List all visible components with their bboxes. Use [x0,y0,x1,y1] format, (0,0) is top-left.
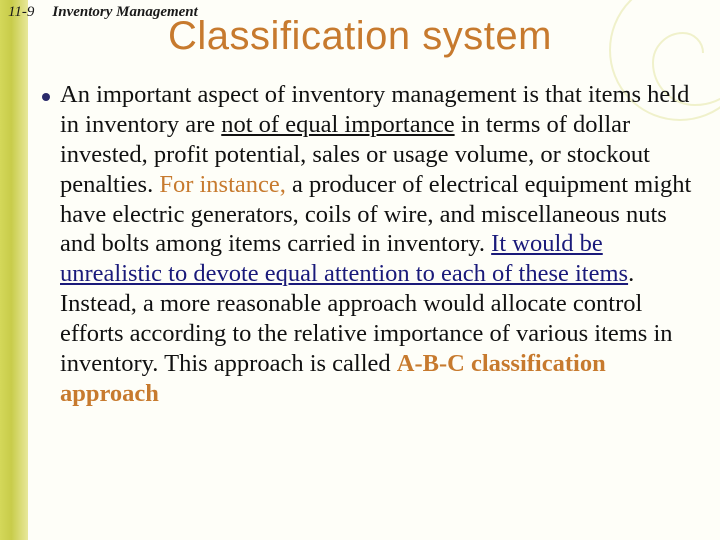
slide-title: Classification system [0,14,720,59]
bullet-icon [42,93,50,101]
body-paragraph: An important aspect of inventory managem… [60,80,696,409]
body-content: An important aspect of inventory managem… [42,80,696,409]
text-seg-underlined: not of equal importance [221,111,454,138]
left-accent-bar [0,0,28,540]
text-seg-orange: For instance, [159,171,286,198]
